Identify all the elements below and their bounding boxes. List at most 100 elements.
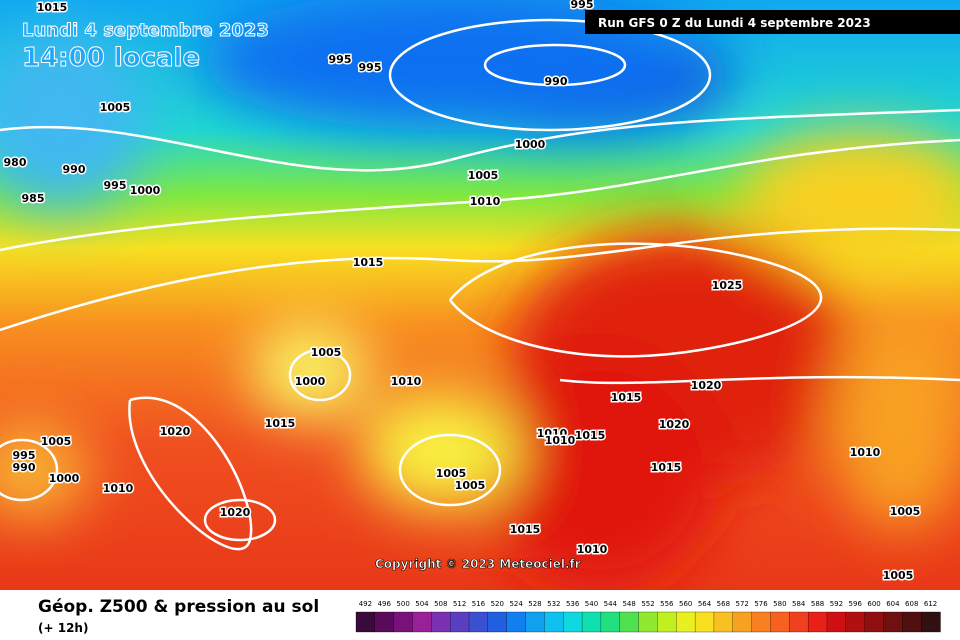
- isobar-label: 1015: [37, 1, 68, 14]
- scale-label: 524: [509, 600, 523, 608]
- isobar-label: 1020: [220, 506, 251, 519]
- color-swatch: [864, 611, 885, 633]
- color-swatch: [374, 611, 395, 633]
- color-swatch: [694, 611, 715, 633]
- color-swatch: [845, 611, 866, 633]
- color-swatch: [921, 611, 941, 633]
- scale-label: 608: [905, 600, 918, 608]
- scale-label: 576: [754, 600, 768, 608]
- footer-lead: (+ 12h): [38, 621, 88, 635]
- isobar-label: 995: [571, 0, 594, 11]
- scale-label: 588: [811, 600, 824, 608]
- isobar-label: 1015: [611, 391, 642, 404]
- color-swatch: [355, 611, 376, 633]
- color-swatch: [732, 611, 753, 633]
- color-swatch: [487, 611, 508, 633]
- run-box: [585, 10, 960, 34]
- isobar-label: 1010: [577, 543, 608, 556]
- isobar-label: 1025: [712, 279, 743, 292]
- scale-label: 492: [359, 600, 372, 608]
- color-swatch: [638, 611, 659, 633]
- color-swatch: [468, 611, 489, 633]
- scale-label: 520: [491, 600, 504, 608]
- scale-label: 496: [378, 600, 392, 608]
- scale-label: 544: [604, 600, 618, 608]
- color-swatch: [826, 611, 847, 633]
- isobar-label: 1005: [455, 479, 486, 492]
- isobar-label: 1015: [265, 417, 296, 430]
- scale-label: 548: [622, 600, 635, 608]
- isobar-label: 990: [13, 461, 36, 474]
- isobar-label: 1005: [436, 467, 467, 480]
- color-swatch: [393, 611, 414, 633]
- color-swatch: [902, 611, 922, 633]
- isobar-label: 1005: [311, 346, 342, 359]
- color-swatch: [770, 611, 790, 633]
- color-swatch: [657, 611, 677, 633]
- scale-label: 568: [717, 600, 730, 608]
- footer-title: Géop. Z500 & pression au sol: [38, 597, 319, 617]
- color-swatch: [619, 611, 640, 633]
- scale-label: 536: [566, 600, 580, 608]
- scale-label: 596: [849, 600, 863, 608]
- color-swatch: [600, 611, 621, 633]
- isobar-label: 1015: [575, 429, 606, 442]
- color-swatch: [450, 611, 470, 633]
- isobar-label: 995: [104, 179, 127, 192]
- isobar-label: 1005: [468, 169, 499, 182]
- scale-label: 500: [396, 600, 409, 608]
- isobar-label: 995: [329, 53, 352, 66]
- color-swatch: [751, 611, 772, 633]
- isobar-label: 990: [63, 163, 86, 176]
- isobar-label: 1005: [883, 569, 914, 582]
- scale-label: 564: [698, 600, 712, 608]
- copyright: Copyright © 2023 Meteociel.fr: [375, 557, 581, 571]
- isobars: [0, 18, 960, 551]
- isobar-label: 1000: [515, 138, 546, 151]
- scale-label: 612: [924, 600, 937, 608]
- scale-label: 592: [830, 600, 843, 608]
- scale-label: 528: [528, 600, 541, 608]
- scale-label: 504: [415, 600, 429, 608]
- isobar-label: 1015: [510, 523, 541, 536]
- isobar-label: 1020: [659, 418, 690, 431]
- color-swatch: [525, 611, 546, 633]
- map-time: 14:00 locale: [22, 43, 200, 73]
- color-swatch: [676, 611, 696, 633]
- color-swatch: [412, 611, 433, 633]
- scale-label: 584: [792, 600, 806, 608]
- scale-label: 560: [679, 600, 692, 608]
- isobar-labels: 1015 995 995 995 990 1005 980 990 995 10…: [2, 0, 922, 584]
- isobar-label: 1010: [470, 195, 501, 208]
- isobar-label: 1010: [103, 482, 134, 495]
- scale-label: 552: [641, 600, 654, 608]
- isobar-label: 990: [545, 75, 568, 88]
- color-swatch: [883, 611, 903, 633]
- isobar-label: 1000: [49, 472, 80, 485]
- scale-label: 556: [660, 600, 674, 608]
- run-info: Run GFS 0 Z du Lundi 4 septembre 2023: [598, 16, 871, 30]
- isobar-label: 1010: [537, 427, 568, 440]
- color-fields: [0, 0, 960, 590]
- isobar-label: 1020: [691, 379, 722, 392]
- isobar-label: 985: [22, 192, 45, 205]
- isobar-label: 980: [4, 156, 27, 169]
- color-swatch: [789, 611, 809, 633]
- color-scale: 492 496 500 504 508 512 516 520 524 528 532 536 540 5…: [355, 600, 941, 633]
- isobar-label: 1005: [100, 101, 131, 114]
- isobar-label: 1005: [890, 505, 921, 518]
- scale-label: 604: [886, 600, 900, 608]
- color-swatch: [563, 611, 583, 633]
- isobar-label: 1015: [651, 461, 682, 474]
- isobar-label: 1010: [850, 446, 881, 459]
- scale-label: 532: [547, 600, 560, 608]
- scale-label: 572: [736, 600, 749, 608]
- isobar-label: 1020: [160, 425, 191, 438]
- scale-label: 540: [585, 600, 598, 608]
- scale-label: 512: [453, 600, 466, 608]
- isobar-label: 1015: [353, 256, 384, 269]
- isobar-label: 995: [13, 449, 36, 462]
- color-swatch: [544, 611, 564, 633]
- color-swatch: [431, 611, 451, 633]
- scale-label: 508: [434, 600, 447, 608]
